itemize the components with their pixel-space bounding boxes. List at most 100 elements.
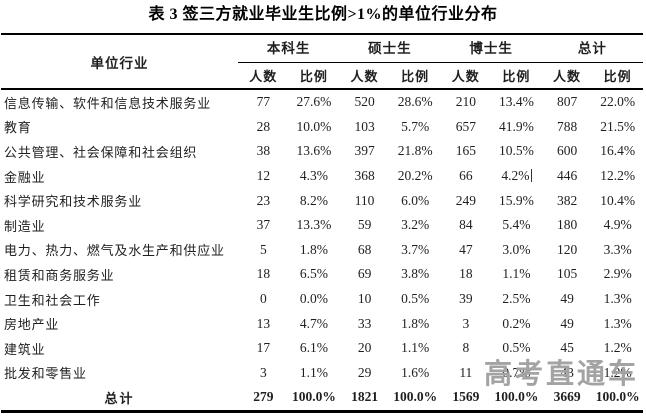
table-cell: 600 bbox=[556, 143, 578, 159]
table-cell: 17 bbox=[256, 340, 271, 356]
table-cell: 49 bbox=[560, 315, 574, 331]
table-cell: 5.7% bbox=[401, 118, 430, 134]
table-cell: 210 bbox=[455, 94, 476, 110]
table-cell: 28.6% bbox=[397, 94, 433, 110]
table-cell: 100.0% bbox=[393, 389, 438, 405]
table-cell: 0.2% bbox=[502, 315, 531, 331]
table-cell: 37 bbox=[256, 217, 271, 233]
table-cell: 165 bbox=[455, 143, 476, 159]
table-cell: 33 bbox=[357, 315, 372, 331]
table-cell: 39 bbox=[459, 291, 473, 307]
table-cell: 657 bbox=[455, 118, 476, 134]
table-cell: 3669 bbox=[553, 389, 581, 405]
column-group-total: 总计 bbox=[541, 35, 643, 63]
table-cell: 69 bbox=[357, 266, 372, 282]
table-cell: 21.8% bbox=[397, 143, 433, 159]
table-cell: 1569 bbox=[452, 389, 480, 405]
table-cell: 49 bbox=[560, 291, 574, 307]
table-cell: 5 bbox=[259, 241, 267, 257]
table-cell: 13.3% bbox=[296, 217, 332, 233]
table-cell: 6.1% bbox=[299, 340, 328, 356]
table-row: 租赁和商务服务业 18 6.5% 69 3.8% 18 1.1% 105 2.9% bbox=[1, 262, 643, 287]
table-cell: 249 bbox=[455, 192, 476, 208]
table-cell: 1.3% bbox=[603, 315, 632, 331]
table-cell: 10.0% bbox=[296, 118, 332, 134]
table-cell: 807 bbox=[556, 94, 578, 110]
table-cell: 29 bbox=[357, 364, 372, 380]
table-row: 信息传输、软件和信息技术服务业 77 27.6% 520 28.6% 210 13.4% 80… bbox=[1, 90, 643, 115]
table-cell: 3.2% bbox=[401, 217, 430, 233]
table-cell: 5.4% bbox=[502, 217, 531, 233]
table-cell: 41.9% bbox=[499, 118, 534, 134]
table-cell: 12.2% bbox=[600, 168, 636, 184]
table-cell: 520 bbox=[354, 94, 375, 110]
table-cell: 10 bbox=[357, 291, 372, 307]
subheader-count: 人数 bbox=[553, 69, 582, 84]
column-group-master: 硕士生 bbox=[339, 35, 441, 63]
table-cell: 1.1% bbox=[502, 266, 531, 282]
table-title: 表 3 签三方就业毕业生比例>1%的单位行业分布 bbox=[148, 6, 498, 23]
subheader-count: 人数 bbox=[350, 69, 379, 84]
table-row: 房地产业 13 4.7% 33 1.8% 3 0.2% 49 1.3% bbox=[1, 311, 643, 336]
table-cell: 16.4% bbox=[600, 143, 636, 159]
table-cell: 788 bbox=[556, 118, 578, 134]
industry-name: 建筑业 bbox=[4, 341, 46, 357]
table-header: 单位行业 本科生 硕士生 博士生 总计 人数 比例 人数 比例 人数 比例 人数… bbox=[1, 35, 643, 90]
industry-name: 房地产业 bbox=[4, 317, 60, 333]
table-row: 电力、热力、燃气及水生产和供应业 5 1.8% 68 3.7% 47 3.0% 120 3.3% bbox=[1, 238, 643, 263]
table-cell: 1.8% bbox=[299, 241, 328, 257]
table-row: 建筑业 17 6.1% 20 1.1% 8 0.5% 45 1.2% bbox=[1, 336, 643, 361]
industry-name: 金融业 bbox=[4, 169, 46, 185]
table-cell: 368 bbox=[354, 168, 375, 184]
industry-name: 公共管理、社会保障和社会组织 bbox=[4, 144, 198, 160]
table-total-row: 总计 279 100.0% 1821 100.0% 1569 100.0% 3669 100.0… bbox=[1, 385, 643, 410]
subheader-ratio: 比例 bbox=[502, 69, 531, 84]
table-cell: 68 bbox=[357, 241, 372, 257]
table-cell: 20 bbox=[357, 340, 372, 356]
table-cell: 1.6% bbox=[401, 364, 430, 380]
table-cell: 0.5% bbox=[401, 291, 430, 307]
column-header-industry: 单位行业 bbox=[90, 55, 149, 71]
subheader-ratio: 比例 bbox=[603, 69, 632, 84]
table-row: 批发和零售业 3 1.1% 29 1.6% 11 0.7% 43 1.2% bbox=[1, 361, 643, 386]
industry-name: 制造业 bbox=[4, 218, 46, 234]
table-cell: 4.9% bbox=[603, 217, 632, 233]
table-cell: 0 bbox=[259, 291, 267, 307]
table-cell: 6.0% bbox=[401, 192, 430, 208]
watermark: 高考直通车 bbox=[484, 359, 640, 390]
table-row: 公共管理、社会保障和社会组织 38 13.6% 397 21.8% 165 10.5% 600… bbox=[1, 139, 643, 164]
table-cell: 180 bbox=[556, 217, 578, 233]
table-row: 金融业 12 4.3% 368 20.2% 66 4.2% 446 12.2% bbox=[1, 164, 643, 189]
table-cell: 103 bbox=[354, 118, 375, 134]
industry-name: 教育 bbox=[4, 120, 32, 136]
table-cell: 59 bbox=[357, 217, 372, 233]
table-cell: 4.2% bbox=[501, 168, 532, 184]
table-cell: 1.1% bbox=[299, 364, 328, 380]
text-cursor bbox=[530, 169, 532, 183]
table-cell: 120 bbox=[556, 241, 578, 257]
table-cell: 2.5% bbox=[502, 291, 531, 307]
table-cell: 38 bbox=[256, 143, 271, 159]
column-group-doctoral: 博士生 bbox=[440, 35, 542, 63]
table-cell: 13.6% bbox=[296, 143, 332, 159]
table-cell: 1.2% bbox=[603, 340, 632, 356]
table-cell: 1821 bbox=[351, 389, 379, 405]
table-cell: 105 bbox=[556, 266, 578, 282]
table-cell: 3.3% bbox=[603, 241, 632, 257]
table-cell: 2.9% bbox=[603, 266, 632, 282]
table-cell: 100.0% bbox=[292, 389, 336, 405]
table-cell: 28 bbox=[256, 118, 271, 134]
table-cell: 77 bbox=[256, 94, 271, 110]
industry-name: 租赁和商务服务业 bbox=[4, 267, 115, 283]
table-cell: 84 bbox=[459, 217, 473, 233]
subheader-count: 人数 bbox=[249, 69, 278, 84]
table-cell: 12 bbox=[256, 168, 271, 184]
table-cell: 10.5% bbox=[499, 143, 534, 159]
table-cell: 20.2% bbox=[397, 168, 433, 184]
total-label: 总计 bbox=[104, 390, 135, 406]
table-cell: 3.0% bbox=[502, 241, 531, 257]
table-cell: 1.8% bbox=[401, 315, 430, 331]
table-cell: 100.0% bbox=[494, 389, 539, 405]
table-cell: 8.2% bbox=[299, 192, 328, 208]
column-group-undergraduate: 本科生 bbox=[238, 35, 340, 63]
